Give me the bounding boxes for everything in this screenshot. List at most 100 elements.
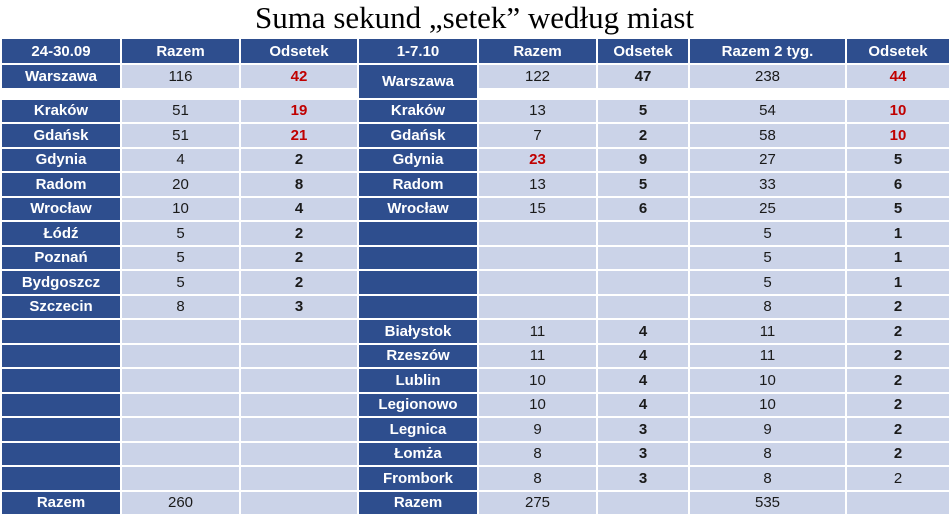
- city-cell: Legionowo: [357, 391, 479, 418]
- table-row: Rzeszów 11 4 11 2: [0, 342, 949, 369]
- value-cell: 9: [477, 416, 598, 443]
- city-cell: Wrocław: [0, 195, 122, 222]
- value-cell: 2: [845, 318, 949, 345]
- city-cell: Warszawa: [357, 63, 479, 100]
- value-cell: 25: [688, 195, 847, 222]
- spacer-cell: [120, 87, 241, 100]
- column-header-razem-2: Razem: [477, 37, 598, 65]
- value-cell: 5: [596, 171, 690, 198]
- value-cell: 10: [845, 122, 949, 149]
- value-cell: [239, 342, 359, 369]
- city-cell: Frombork: [357, 465, 479, 492]
- value-cell: 9: [596, 146, 690, 173]
- value-cell: 535: [688, 489, 847, 516]
- value-cell: 275: [477, 489, 598, 516]
- value-cell: 4: [120, 146, 241, 173]
- value-cell: 23: [477, 146, 598, 173]
- column-header-odsetek-1: Odsetek: [239, 37, 359, 65]
- table-row: Lublin 10 4 10 2: [0, 367, 949, 394]
- value-cell: [120, 391, 241, 418]
- value-cell: 58: [688, 122, 847, 149]
- value-cell: 3: [596, 465, 690, 492]
- value-cell: 4: [596, 318, 690, 345]
- city-cell: Kraków: [357, 97, 479, 124]
- value-cell: [120, 465, 241, 492]
- value-cell: 47: [596, 63, 690, 90]
- table-row: Wrocław 10 4 Wrocław 15 6 25 5: [0, 195, 949, 222]
- value-cell: 54: [688, 97, 847, 124]
- city-cell: Radom: [0, 171, 122, 198]
- value-cell: 8: [688, 293, 847, 320]
- value-cell: 1: [845, 244, 949, 271]
- empty-city-cell: [0, 440, 122, 467]
- table-header: 24-30.09 Razem Odsetek 1-7.10 Razem Odse…: [0, 37, 949, 65]
- spacer-cell: [239, 87, 359, 100]
- value-cell: 238: [688, 63, 847, 90]
- column-header-period-2: 1-7.10: [357, 37, 479, 65]
- value-cell: 51: [120, 122, 241, 149]
- city-cell: Lublin: [357, 367, 479, 394]
- table-row: Białystok 11 4 11 2: [0, 318, 949, 345]
- value-cell: 5: [120, 220, 241, 247]
- column-header-razem-2tyg: Razem 2 tyg.: [688, 37, 847, 65]
- value-cell: [477, 269, 598, 296]
- empty-city-cell: [0, 391, 122, 418]
- table-row: Gdańsk 51 21 Gdańsk 7 2 58 10: [0, 122, 949, 149]
- value-cell: [239, 391, 359, 418]
- value-cell: 44: [845, 63, 949, 90]
- value-cell: 10: [477, 391, 598, 418]
- value-cell: 1: [845, 220, 949, 247]
- empty-city-cell: [357, 293, 479, 320]
- value-cell: 27: [688, 146, 847, 173]
- value-cell: [239, 318, 359, 345]
- empty-city-cell: [0, 342, 122, 369]
- value-cell: 3: [596, 416, 690, 443]
- city-cell: Rzeszów: [357, 342, 479, 369]
- city-cell: Białystok: [357, 318, 479, 345]
- value-cell: [477, 293, 598, 320]
- empty-city-cell: [0, 465, 122, 492]
- value-cell: 2: [239, 146, 359, 173]
- value-cell: 4: [239, 195, 359, 222]
- value-cell: 3: [239, 293, 359, 320]
- empty-city-cell: [357, 269, 479, 296]
- page-title: Suma sekund „setek” według miast: [254, 0, 695, 35]
- value-cell: 5: [120, 269, 241, 296]
- value-cell: [596, 244, 690, 271]
- value-cell: 51: [120, 97, 241, 124]
- city-cell: Razem: [0, 489, 122, 516]
- table-row: Łomża 8 3 8 2: [0, 440, 949, 467]
- city-cell: Gdynia: [0, 146, 122, 173]
- value-cell: 116: [120, 63, 241, 90]
- city-cell: Warszawa: [0, 63, 122, 90]
- city-cell: Bydgoszcz: [0, 269, 122, 296]
- value-cell: [845, 489, 949, 516]
- table-row: Razem 260 Razem 275 535: [0, 489, 949, 516]
- table-row: Kraków 51 19 Kraków 13 5 54 10: [0, 97, 949, 124]
- value-cell: 4: [596, 342, 690, 369]
- value-cell: [477, 220, 598, 247]
- value-cell: 11: [688, 342, 847, 369]
- empty-city-cell: [0, 318, 122, 345]
- value-cell: [120, 342, 241, 369]
- value-cell: [239, 416, 359, 443]
- value-cell: [239, 440, 359, 467]
- value-cell: 8: [120, 293, 241, 320]
- table-row: Legionowo 10 4 10 2: [0, 391, 949, 418]
- city-cell: Razem: [357, 489, 479, 516]
- value-cell: [596, 220, 690, 247]
- value-cell: [596, 293, 690, 320]
- value-cell: 11: [477, 342, 598, 369]
- value-cell: 11: [688, 318, 847, 345]
- spacer-cell: [477, 87, 598, 100]
- value-cell: 5: [845, 146, 949, 173]
- value-cell: 42: [239, 63, 359, 90]
- value-cell: 10: [688, 367, 847, 394]
- city-cell: Łódź: [0, 220, 122, 247]
- table-row: Bydgoszcz 5 2 5 1: [0, 269, 949, 296]
- empty-city-cell: [357, 244, 479, 271]
- value-cell: 6: [845, 171, 949, 198]
- value-cell: [477, 244, 598, 271]
- value-cell: 5: [688, 244, 847, 271]
- value-cell: 2: [239, 269, 359, 296]
